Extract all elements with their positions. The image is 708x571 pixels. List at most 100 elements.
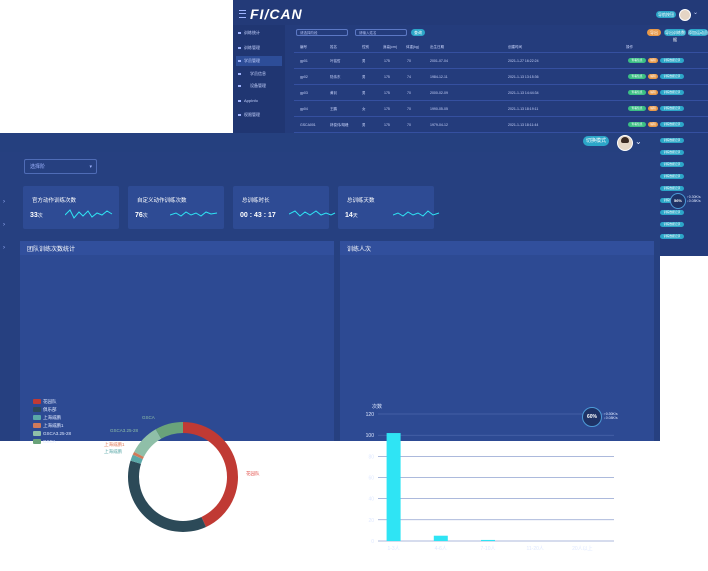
cell: 2021-1-13 18:19:11: [508, 107, 539, 111]
training-record-button[interactable]: 训练数据记录: [660, 74, 684, 79]
stat-card-duration: 总训练时长 00 : 43 : 17: [233, 186, 336, 229]
legend-label: GSCA: [43, 439, 56, 444]
sidebar-item-training-stats[interactable]: 训练统计: [236, 28, 282, 38]
training-record-button[interactable]: 训练数据记录: [660, 150, 684, 155]
donut-slice[interactable]: [134, 429, 162, 457]
training-record-button[interactable]: 训练数据记录: [660, 162, 684, 167]
add-athlete-button[interactable]: 添加运动员: [688, 29, 708, 36]
cell: 林俊伟/胡峰: [330, 123, 349, 127]
legend-item[interactable]: 俱乐部: [33, 407, 57, 413]
sidebar-item-training-manage[interactable]: 训练管理: [236, 43, 282, 53]
view-info-button[interactable]: 查看信息: [628, 106, 646, 111]
chevron-down-icon[interactable]: ⌄: [635, 137, 642, 146]
export-button[interactable]: 导出: [647, 29, 661, 36]
sidebar-item-student-info[interactable]: 学员信息: [236, 69, 282, 79]
training-count-panel: 训练人次: [340, 241, 654, 441]
y-tick-label: 120: [366, 412, 375, 418]
sidebar-item-permission[interactable]: 权限管理: [236, 110, 282, 120]
legend-item[interactable]: 花园队: [33, 399, 57, 405]
stage-select[interactable]: 选择阶 ▾: [24, 159, 97, 174]
avatar[interactable]: [679, 9, 691, 21]
sparkline-icon: [170, 211, 218, 217]
cell: gp04: [300, 107, 308, 111]
view-info-button[interactable]: 查看信息: [628, 122, 646, 127]
nav-button[interactable]: 导航按钮: [656, 11, 676, 18]
legend-item[interactable]: 上海威鹏1: [33, 423, 64, 429]
sidebar-item-appinfo[interactable]: AppInfo: [236, 96, 282, 106]
export-training-button[interactable]: 导出训练数据: [664, 29, 686, 42]
donut-label: GSCA: [142, 415, 155, 420]
x-tick-label: 20人以上: [572, 545, 593, 552]
donut-slice[interactable]: [183, 422, 238, 527]
view-info-button[interactable]: 查看信息: [628, 74, 646, 79]
cell: 2000-02-09: [430, 91, 448, 95]
cell: 70: [407, 123, 411, 127]
stat-card-days: 总训练天数 14天: [338, 186, 440, 229]
cell: 70: [407, 59, 411, 63]
bar[interactable]: [433, 535, 448, 541]
legend-item[interactable]: 上海威鹏: [33, 415, 61, 421]
chevron-down-icon[interactable]: ⌄: [693, 10, 699, 16]
y-tick-label: 20: [368, 518, 374, 524]
training-record-button[interactable]: 训练数据记录: [660, 234, 684, 239]
stage-select[interactable]: 请选择阶段: [296, 29, 348, 36]
edit-button[interactable]: 编辑: [648, 122, 658, 127]
edit-button[interactable]: 编辑: [648, 58, 658, 63]
legend-item[interactable]: GSCA3.25-28: [33, 431, 71, 436]
view-info-button[interactable]: 查看信息: [628, 90, 646, 95]
app-logo: FI/CAN: [250, 6, 303, 22]
cell: 王鹏: [330, 107, 337, 111]
table-row[interactable]: gp04 王鹏 女 175 70 1990-05-05 2021-1-13 18…: [294, 100, 708, 117]
legend-swatch: [33, 431, 41, 436]
training-record-button[interactable]: 训练数据记录: [660, 222, 684, 227]
cell: 74: [407, 75, 411, 79]
training-record-button[interactable]: 训练数据记录: [660, 174, 684, 179]
cell: 男: [362, 123, 366, 127]
y-tick-label: 0: [371, 539, 374, 545]
cell: gp03: [300, 91, 308, 95]
edit-button[interactable]: 编辑: [648, 74, 658, 79]
training-record-button[interactable]: 训练数据记录: [660, 210, 684, 215]
bar[interactable]: [481, 539, 495, 541]
query-button[interactable]: 查询: [411, 29, 425, 36]
team-stats-panel: 团队训练次数统计: [20, 241, 334, 441]
chevron-right-icon[interactable]: ›: [3, 199, 5, 205]
name-input[interactable]: 请输入姓名: [355, 29, 407, 36]
cell: 男: [362, 59, 366, 63]
edit-button[interactable]: 编辑: [648, 90, 658, 95]
menu-icon[interactable]: [239, 10, 246, 18]
cell: 175: [384, 91, 390, 95]
chevron-right-icon[interactable]: ›: [3, 222, 5, 228]
table-row[interactable]: gp02 陆伟东 男 175 74 1984-12-11 2021-1-13 1…: [294, 68, 708, 85]
cell: 1979-04-12: [430, 123, 448, 127]
legend-swatch: [33, 423, 41, 428]
avatar[interactable]: [617, 135, 633, 151]
view-info-button[interactable]: 查看信息: [628, 58, 646, 63]
edit-button[interactable]: 编辑: [648, 106, 658, 111]
training-record-button[interactable]: 训练数据记录: [660, 138, 684, 143]
table-row[interactable]: gp03 黄钊 男 175 70 2000-02-09 2021-1-13 14…: [294, 84, 708, 101]
donut-slice[interactable]: [155, 422, 183, 439]
net-up: ↑0.30K/s: [604, 412, 618, 416]
training-record-button[interactable]: 训练数据记录: [660, 186, 684, 191]
bar[interactable]: [386, 433, 401, 541]
stat-value: 76次: [135, 212, 148, 219]
y-tick-label: 60: [368, 476, 374, 482]
sidebar-item-device[interactable]: 设备管理: [236, 81, 282, 91]
cell: 2021-1-13 18:11:44: [508, 123, 539, 127]
training-record-button[interactable]: 训练数据记录: [660, 58, 684, 63]
table-row[interactable]: GSCA001 林俊伟/胡峰 男 175 70 1979-04-12 2021-…: [294, 116, 708, 133]
x-tick-label: 4-6人: [435, 546, 447, 552]
sidebar-item-student-manage[interactable]: 学员管理: [236, 56, 282, 66]
table-row[interactable]: gp01 叶铭哲 男 175 70 2001-07-04 2021-1-27 1…: [294, 52, 708, 69]
training-record-button[interactable]: 训练数据记录: [660, 106, 684, 111]
top-bar: FI/CAN 导航按钮 ⌄: [233, 0, 708, 25]
training-record-button[interactable]: 训练数据记录: [660, 90, 684, 95]
cell: 2021-1-13 14:44:34: [508, 91, 539, 95]
switch-mode-button[interactable]: 切换模式: [583, 136, 609, 146]
panel-header: 训练人次: [340, 241, 654, 255]
net-down: ↓0.08K/s: [604, 416, 618, 420]
chevron-right-icon[interactable]: ›: [3, 245, 5, 251]
legend-item[interactable]: GSCA: [33, 439, 56, 444]
training-record-button[interactable]: 训练数据记录: [660, 122, 684, 127]
